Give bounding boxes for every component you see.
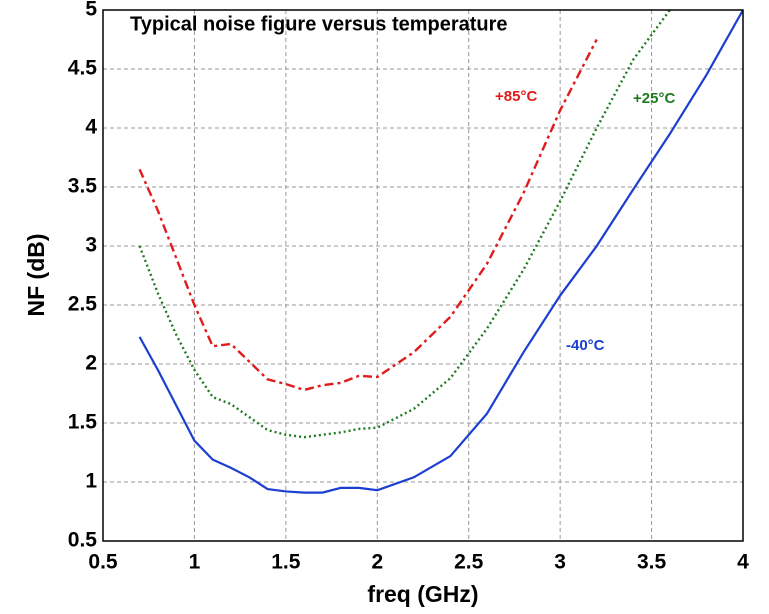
x-tick-label: 3.5 <box>637 551 667 574</box>
series-line <box>138 9 743 494</box>
series-label: -40°C <box>566 337 605 354</box>
y-tick-label: 3.5 <box>68 175 98 198</box>
plot-border <box>102 9 744 542</box>
y-tick-label: 3 <box>85 234 97 257</box>
y-tick-label: 2.5 <box>68 293 98 316</box>
x-tick-label: 3 <box>554 551 566 574</box>
x-tick-label: 4 <box>737 551 749 574</box>
y-tick-label: 1 <box>85 470 97 493</box>
series-line <box>138 9 671 439</box>
chart-title: Typical noise figure versus temperature <box>130 13 508 35</box>
series-label: +25°C <box>633 90 675 107</box>
x-tick-label: 0.5 <box>88 551 118 574</box>
series-label: +85°C <box>495 88 537 105</box>
x-tick-label: 2.5 <box>454 551 484 574</box>
y-tick-label: 4 <box>85 116 97 139</box>
x-tick-label: 1.5 <box>271 551 301 574</box>
x-tick-label: 1 <box>189 551 201 574</box>
y-tick-label: 1.5 <box>68 411 98 434</box>
series-line <box>138 38 598 392</box>
y-tick-label: 0.5 <box>68 529 98 552</box>
y-axis-label: NF (dB) <box>23 233 49 316</box>
x-tick-label: 2 <box>371 551 383 574</box>
lines <box>138 9 743 494</box>
y-tick-label: 5 <box>85 0 97 21</box>
y-tick-label: 4.5 <box>68 57 98 80</box>
x-axis-label: freq (GHz) <box>367 581 478 607</box>
y-tick-label: 2 <box>85 352 97 375</box>
